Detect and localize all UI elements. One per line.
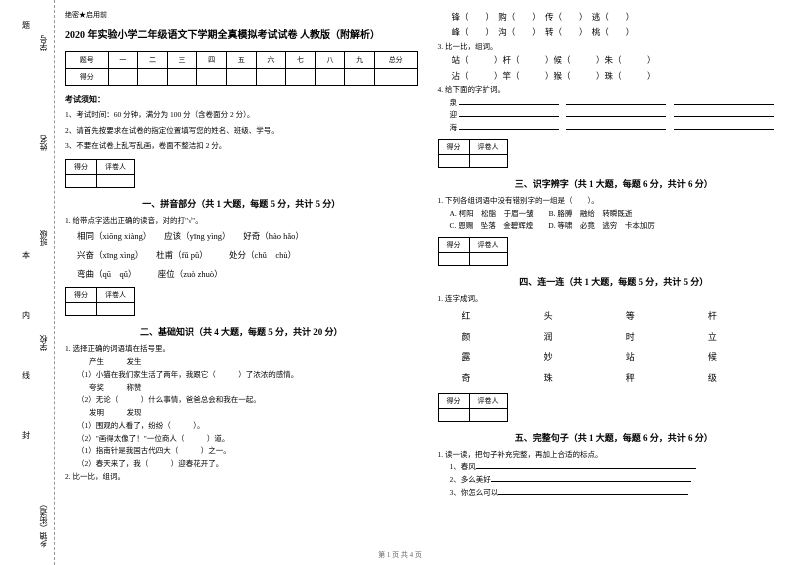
th-5: 五 — [226, 52, 256, 69]
rt-q4: 4. 给下面的字扩词。 — [438, 84, 791, 97]
section-4-title: 四、连一连（共 1 大题，每题 5 分，共计 5 分） — [438, 275, 791, 288]
notice-1: 1、考试时间：60 分钟，满分为 100 分（含卷面分 2 分）。 — [65, 108, 418, 122]
rt-r3: 站（ ）杆（ ）候（ ）朱（ ） — [438, 53, 791, 68]
rt-r4: 沾（ ）竿（ ）猴（ ）珠（ ） — [438, 69, 791, 84]
s2-q2: 2. 比一比，组词。 — [65, 471, 418, 484]
s5-i1: 1、春风 — [438, 461, 791, 474]
notice-3: 3、不要在试卷上乱写乱画，卷面不整洁扣 2 分。 — [65, 139, 418, 153]
s2-q1: 1. 选择正确的词语填在括号里。 — [65, 343, 418, 356]
score-box-4: 得分评卷人 — [438, 237, 508, 266]
side-char-2: 本 — [22, 250, 30, 261]
side-label-school: 学校 — [38, 335, 49, 351]
score-value-row: 得分 — [66, 69, 418, 86]
notice-heading: 考试须知： — [65, 94, 418, 105]
rt-r1: 锋（ ） 购（ ） 传（ ） 逃（ ） — [438, 10, 791, 25]
th-2: 二 — [138, 52, 168, 69]
s2-pair2: 夸奖 称赞 — [65, 382, 418, 395]
section-2-title: 二、基础知识（共 4 大题，每题 5 分，共计 20 分） — [65, 325, 418, 338]
th-6: 六 — [256, 52, 286, 69]
side-char-3: 内 — [22, 310, 30, 321]
s2-pair1: 产生 发生 — [65, 356, 418, 369]
rt-w2: 迎 — [438, 109, 791, 122]
left-column: 绝密★启用前 2020 年实验小学二年级语文下学期全真模拟考试试卷 人教版（附解… — [65, 10, 418, 500]
s1-r2: 兴奋（xīng xìng） 杜甫（fǔ pǔ） 处分（chǔ chù） — [65, 246, 418, 265]
s1-r3: 弯曲（qū qǔ） 座位（zuò zhuò） — [65, 265, 418, 284]
s4-r3: 露妙站候 — [438, 347, 791, 368]
secret-label: 绝密★启用前 — [65, 10, 418, 20]
side-label-town: 乡镇（街道） — [38, 500, 49, 548]
s5-i3: 3、你怎么可以 — [438, 487, 791, 500]
s2-i1: （1）小猫在我们家生活了两年，我跟它（ ）了浓浓的感情。 — [65, 369, 418, 382]
section-5-title: 五、完整句子（共 1 大题，每题 6 分，共计 6 分） — [438, 431, 791, 444]
side-char-4: 线 — [22, 370, 30, 381]
rt-w1: 泉 — [438, 97, 791, 110]
s2-pair3: 发明 发现 — [65, 407, 418, 420]
s3-q1: 1. 下列各组词语中没有错别字的一组是（ ）。 — [438, 195, 791, 208]
th-total: 总分 — [374, 52, 417, 69]
right-column: 锋（ ） 购（ ） 传（ ） 逃（ ） 峰（ ） 沟（ ） 转（ ） 桃（ ） … — [438, 10, 791, 500]
side-label-id: 学号 — [38, 35, 49, 51]
notice-2: 2、请首先按要求在试卷的指定位置填写您的姓名、班级、学号。 — [65, 124, 418, 138]
th-4: 四 — [197, 52, 227, 69]
rt-r2: 峰（ ） 沟（ ） 转（ ） 桃（ ） — [438, 25, 791, 40]
td-blank — [108, 69, 138, 86]
score-table: 题号 一 二 三 四 五 六 七 八 九 总分 得分 — [65, 51, 418, 86]
s4-r1: 红头等杆 — [438, 306, 791, 327]
th-3: 三 — [167, 52, 197, 69]
sb-score: 得分 — [66, 159, 97, 174]
section-1-title: 一、拼音部分（共 1 大题，每题 5 分，共计 5 分） — [65, 197, 418, 210]
s4-q1: 1. 连字成词。 — [438, 293, 791, 306]
th-8: 八 — [315, 52, 345, 69]
score-box-3: 得分评卷人 — [438, 139, 508, 168]
th-num: 题号 — [66, 52, 109, 69]
score-box-2: 得分评卷人 — [65, 287, 135, 316]
score-box-1: 得分评卷人 — [65, 159, 135, 188]
side-label-name: 姓名 — [38, 135, 49, 151]
page-footer: 第 1 页 共 4 页 — [0, 550, 800, 560]
rt-w3: 海 — [438, 122, 791, 135]
th-1: 一 — [108, 52, 138, 69]
score-box-5: 得分评卷人 — [438, 393, 508, 422]
sb-grader: 评卷人 — [97, 159, 135, 174]
s1-r1: 相同（xiōng xiàng） 应该（yīng yìng） 好奇（hào hǎo… — [65, 227, 418, 246]
s4-r2: 颜润时立 — [438, 327, 791, 348]
s3-b: C. 恩赐 坠落 金碧辉煌 D. 等啸 必竟 逃穷 卡本加厉 — [438, 220, 791, 233]
s1-q1: 1. 给带点字选出正确的读音，对的打"√"。 — [65, 215, 418, 228]
th-9: 九 — [345, 52, 375, 69]
paper-title: 2020 年实验小学二年级语文下学期全真模拟考试试卷 人教版（附解析） — [65, 26, 418, 41]
section-3-title: 三、识字辨字（共 1 大题，每题 6 分，共计 6 分） — [438, 177, 791, 190]
s2-i3a: （1）围观的人看了，纷纷（ ）。 — [65, 420, 418, 433]
s5-i2: 2、多么美好 — [438, 474, 791, 487]
s2-i3b: （2）"画得太像了！"一位商人（ ）道。 — [65, 433, 418, 446]
s3-a: A. 柯阳 松脂 于眉一皱 B. 胳膊 融给 转瞬既逝 — [438, 208, 791, 221]
th-7: 七 — [286, 52, 316, 69]
td-label: 得分 — [66, 69, 109, 86]
s5-q1: 1. 读一读，把句子补充完整，再加上合适的标点。 — [438, 449, 791, 462]
side-char-1: 题 — [22, 20, 30, 31]
binding-margin: 学号 姓名 班级 学校 乡镇（街道） 题 本 内 线 封 — [0, 0, 55, 565]
s2-i2: （2）无论（ ）什么事情，爸爸总会和我在一起。 — [65, 394, 418, 407]
score-header-row: 题号 一 二 三 四 五 六 七 八 九 总分 — [66, 52, 418, 69]
s4-r4: 奇珠秤级 — [438, 368, 791, 389]
side-char-5: 封 — [22, 430, 30, 441]
main-content: 绝密★启用前 2020 年实验小学二年级语文下学期全真模拟考试试卷 人教版（附解… — [65, 10, 790, 500]
side-label-class: 班级 — [38, 230, 49, 246]
s2-i4: （1）指南针是我国古代四大（ ）之一。 — [65, 445, 418, 458]
rt-q3: 3. 比一比，组词。 — [438, 41, 791, 54]
s2-i5: （2）春天来了，我（ ）迎春花开了。 — [65, 458, 418, 471]
blank-line — [459, 104, 559, 105]
